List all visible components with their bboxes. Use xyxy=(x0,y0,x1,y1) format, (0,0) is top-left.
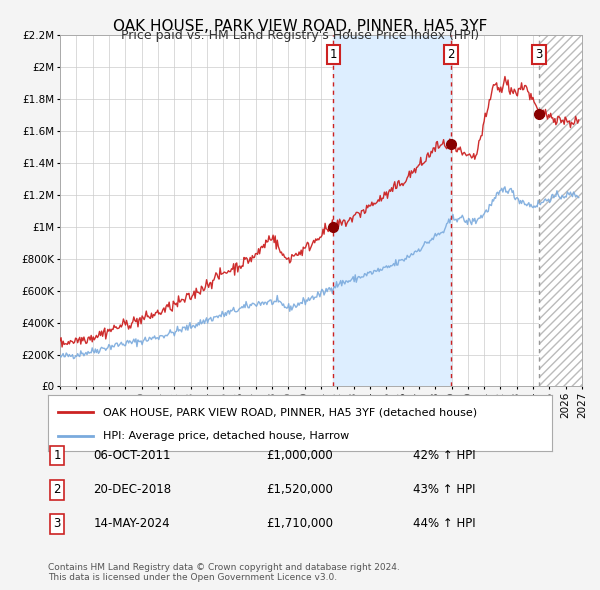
Text: Contains HM Land Registry data © Crown copyright and database right 2024.: Contains HM Land Registry data © Crown c… xyxy=(48,563,400,572)
Text: 2: 2 xyxy=(447,48,455,61)
Text: 3: 3 xyxy=(535,48,543,61)
Text: HPI: Average price, detached house, Harrow: HPI: Average price, detached house, Harr… xyxy=(103,431,350,441)
Text: OAK HOUSE, PARK VIEW ROAD, PINNER, HA5 3YF: OAK HOUSE, PARK VIEW ROAD, PINNER, HA5 3… xyxy=(113,19,487,34)
Text: £1,710,000: £1,710,000 xyxy=(266,517,334,530)
Text: This data is licensed under the Open Government Licence v3.0.: This data is licensed under the Open Gov… xyxy=(48,573,337,582)
Text: £1,000,000: £1,000,000 xyxy=(266,449,334,462)
Text: £1,520,000: £1,520,000 xyxy=(266,483,334,496)
Text: 42% ↑ HPI: 42% ↑ HPI xyxy=(413,449,475,462)
Text: 2: 2 xyxy=(53,483,61,496)
Text: 1: 1 xyxy=(53,449,61,462)
Text: 44% ↑ HPI: 44% ↑ HPI xyxy=(413,517,475,530)
Text: 14-MAY-2024: 14-MAY-2024 xyxy=(94,517,170,530)
Text: 43% ↑ HPI: 43% ↑ HPI xyxy=(413,483,475,496)
Text: OAK HOUSE, PARK VIEW ROAD, PINNER, HA5 3YF (detached house): OAK HOUSE, PARK VIEW ROAD, PINNER, HA5 3… xyxy=(103,407,478,417)
Text: 3: 3 xyxy=(53,517,61,530)
Bar xyxy=(334,35,451,386)
Text: 06-OCT-2011: 06-OCT-2011 xyxy=(93,449,171,462)
Bar xyxy=(539,35,582,386)
Text: 1: 1 xyxy=(329,48,337,61)
Text: Price paid vs. HM Land Registry's House Price Index (HPI): Price paid vs. HM Land Registry's House … xyxy=(121,30,479,42)
Text: 20-DEC-2018: 20-DEC-2018 xyxy=(93,483,171,496)
